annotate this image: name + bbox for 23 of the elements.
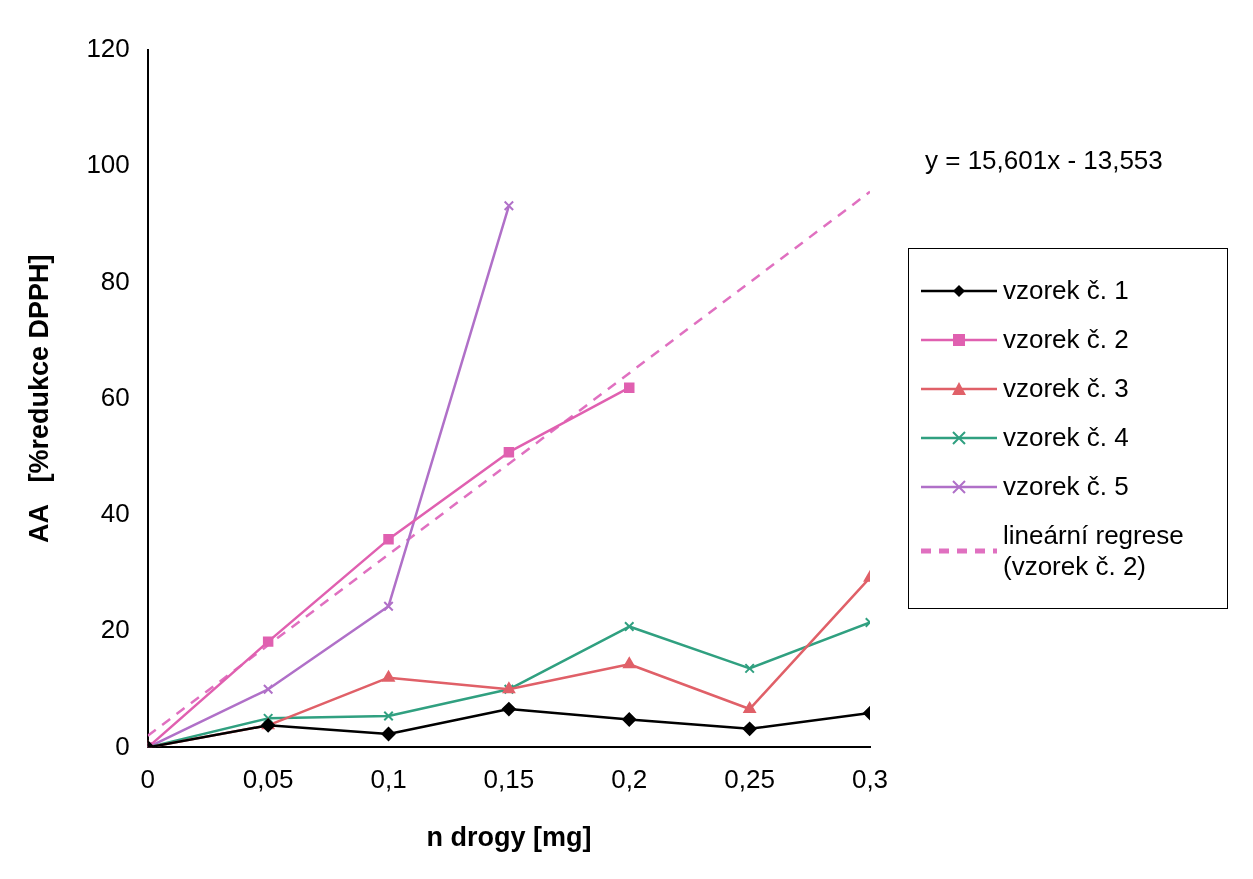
x-tick-label: 0,1 xyxy=(370,764,407,795)
x-tick-label: 0,3 xyxy=(851,764,889,795)
y-tick-label: 80 xyxy=(100,265,130,296)
x-tick-label: 0 xyxy=(140,764,156,795)
y-tick-label: 20 xyxy=(100,614,130,645)
legend-label: vzorek č. 1 xyxy=(1003,275,1130,306)
x-tick-label: 0,2 xyxy=(611,764,648,795)
legend-label: vzorek č. 3 xyxy=(1003,373,1130,404)
text: y = 15,601x - 13,553 xyxy=(925,145,1163,176)
x-tick-label: 0,05 xyxy=(242,764,294,795)
x-tick-label: 0,25 xyxy=(724,764,775,795)
y-tick-label: 0 xyxy=(115,730,130,761)
y-axis-title: AA [%redukce DPPH] xyxy=(23,254,54,543)
y-tick-label: 100 xyxy=(86,149,130,180)
x-axis-title: n drogy [mg] xyxy=(426,822,592,853)
legend-label: vzorek č. 4 xyxy=(1003,422,1130,453)
y-tick-label: 120 xyxy=(86,33,130,64)
legend-label: vzorek č. 5 xyxy=(1003,471,1130,502)
x-tick-label: 0,15 xyxy=(483,764,535,795)
legend-label: vzorek č. 2 xyxy=(1003,324,1130,355)
legend-label: lineární regrese (vzorek č. 2) xyxy=(1003,520,1185,582)
y-tick-label: 60 xyxy=(100,381,130,412)
y-tick-label: 40 xyxy=(100,498,130,529)
